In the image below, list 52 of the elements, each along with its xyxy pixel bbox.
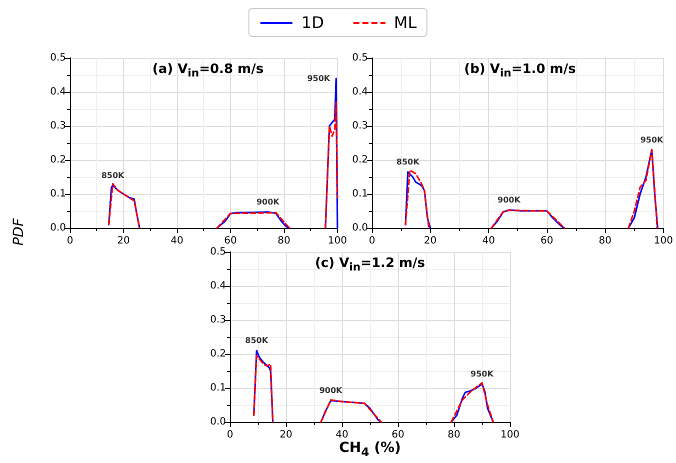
- y-tick-label: 0.1: [352, 188, 368, 200]
- x-tick-label: 60: [540, 236, 554, 246]
- y-tick-label: 0.0: [50, 222, 66, 234]
- x-tick-label: 40: [482, 236, 495, 246]
- annotation: 950K: [307, 74, 331, 83]
- annotation: 850K: [396, 157, 420, 166]
- annotation: 850K: [245, 336, 269, 346]
- x-tick-label: 100: [500, 430, 520, 440]
- legend-label: ML: [394, 13, 417, 32]
- annotation: 900K: [319, 386, 344, 396]
- x-tick-label: 60: [224, 236, 237, 246]
- annotation: 850K: [101, 171, 126, 180]
- x-tick-label: 40: [336, 430, 348, 440]
- y-tick-label: 0.2: [352, 154, 368, 166]
- annotation: 950K: [470, 369, 494, 378]
- x-axis-title: CH$_{4}$ (%): [338, 440, 402, 459]
- x-tick-label: 80: [278, 236, 290, 246]
- annotation: 900K: [256, 198, 280, 207]
- y-tick-label: 0.5: [50, 52, 66, 64]
- x-tick-label: 40: [170, 236, 184, 246]
- x-tick-label: 80: [598, 236, 612, 246]
- y-tick-label: 0.2: [210, 348, 226, 360]
- chart-title: (c) V$_{in}$=1.2 m/s: [314, 256, 426, 274]
- x-tick-label: 100: [328, 236, 348, 246]
- y-tick-label: 0.0: [352, 222, 368, 234]
- y-tick-label: 0.5: [210, 246, 226, 258]
- chart-title: (a) V$_{in}$=0.8 m/s: [152, 62, 264, 80]
- y-tick-label: 0.4: [210, 280, 226, 292]
- y-tick-label: 0.2: [50, 154, 66, 166]
- x-tick-label: 20: [117, 236, 130, 246]
- y-tick-label: 0.3: [210, 314, 226, 326]
- y-tick-label: 0.1: [50, 188, 66, 200]
- y-tick-label: 0.0: [210, 416, 226, 428]
- x-tick-label: 0: [226, 430, 234, 440]
- y-tick-label: 0.5: [352, 52, 368, 64]
- chart-title: (b) V$_{in}$=1.0 m/s: [463, 62, 577, 80]
- y-tick-label: 0.3: [352, 120, 368, 132]
- x-tick-label: 20: [280, 430, 292, 440]
- x-tick-label: 0: [66, 236, 74, 246]
- y-tick-label: 0.4: [50, 86, 66, 98]
- x-tick-label: 20: [424, 236, 437, 246]
- y-axis-title: PDF: [11, 217, 27, 247]
- x-tick-label: 80: [448, 430, 460, 440]
- y-tick-label: 0.1: [210, 382, 226, 394]
- legend-label: 1D: [301, 13, 324, 32]
- annotation: 950K: [640, 135, 664, 144]
- y-tick-label: 0.3: [50, 120, 66, 132]
- y-tick-label: 0.4: [352, 86, 368, 98]
- annotation: 900K: [498, 195, 522, 204]
- x-tick-label: 0: [368, 236, 376, 246]
- x-tick-label: 60: [392, 430, 404, 440]
- x-tick-label: 100: [654, 236, 674, 246]
